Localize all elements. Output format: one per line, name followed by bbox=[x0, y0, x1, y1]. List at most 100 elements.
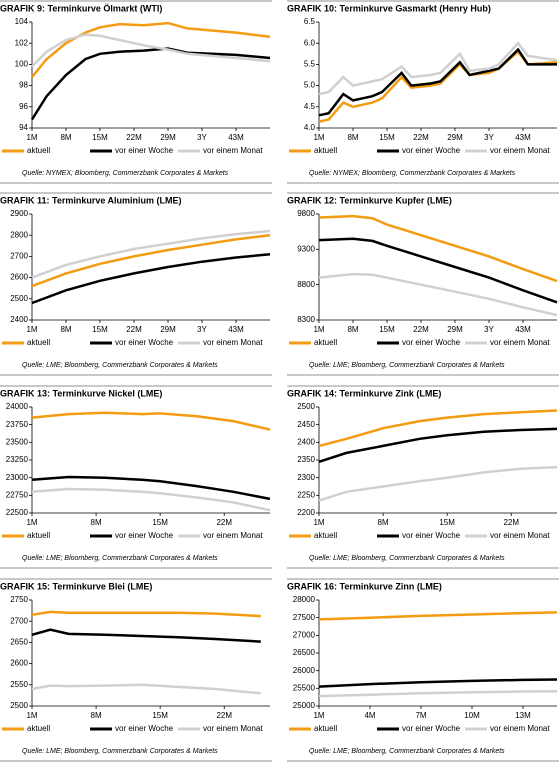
panel-top-rule bbox=[0, 192, 272, 194]
x-tick-label: 3Y bbox=[484, 133, 494, 142]
legend-label: vor einer Woche bbox=[402, 338, 461, 347]
series-line bbox=[318, 465, 558, 502]
panel-top-rule bbox=[287, 385, 559, 387]
y-tick-label: 9300 bbox=[297, 244, 315, 253]
y-tick-label: 2700 bbox=[10, 252, 28, 261]
x-tick-label: 3Y bbox=[484, 325, 494, 334]
y-tick-label: 100 bbox=[15, 60, 29, 69]
panel-bottom-rule bbox=[0, 374, 272, 376]
x-tick-label: 10M bbox=[464, 711, 480, 720]
y-tick-label: 102 bbox=[15, 38, 29, 47]
x-tick-label: 22M bbox=[216, 518, 232, 527]
y-tick-label: 96 bbox=[19, 102, 28, 111]
y-tick-label: 2600 bbox=[10, 273, 28, 282]
x-tick-label: 22M bbox=[126, 133, 142, 142]
legend-label: aktuell bbox=[27, 338, 50, 347]
series-line bbox=[318, 49, 558, 123]
legend-label: vor einem Monat bbox=[203, 531, 263, 540]
x-tick-label: 15M bbox=[92, 325, 108, 334]
y-tick-label: 8800 bbox=[297, 280, 315, 289]
y-tick-label: 23000 bbox=[6, 473, 29, 482]
series-line bbox=[30, 47, 271, 121]
x-tick-label: 43M bbox=[515, 325, 531, 334]
chart-panel: GRAFIK 11: Terminkurve Aluminium (LME) 24… bbox=[0, 192, 272, 376]
legend-label: vor einer Woche bbox=[115, 146, 174, 155]
source-note: Quelle: LME; Bloomberg, Commerzbank Corp… bbox=[22, 748, 218, 755]
legend-label: vor einer Woche bbox=[402, 146, 461, 155]
x-tick-label: 3Y bbox=[197, 133, 207, 142]
y-tick-label: 23750 bbox=[6, 420, 29, 429]
x-tick-label: 1M bbox=[26, 325, 37, 334]
y-tick-label: 2200 bbox=[297, 508, 315, 517]
x-tick-label: 8M bbox=[378, 518, 389, 527]
panel-top-rule bbox=[0, 578, 272, 580]
y-tick-label: 27000 bbox=[293, 630, 316, 639]
chart-panel: GRAFIK 13: Terminkurve Nickel (LME) 22500… bbox=[0, 385, 272, 569]
chart-title: GRAFIK 16: Terminkurve Zinn (LME) bbox=[287, 581, 442, 591]
y-tick-label: 2500 bbox=[10, 701, 28, 710]
source-note: Quelle: LME; Bloomberg, Commerzbank Corp… bbox=[309, 555, 505, 562]
panel-bottom-rule bbox=[287, 374, 559, 376]
y-tick-label: 98 bbox=[19, 81, 28, 90]
x-tick-label: 1M bbox=[26, 711, 37, 720]
source-note: Quelle: LME; Bloomberg, Commerzbank Corp… bbox=[22, 362, 218, 369]
legend-label: vor einer Woche bbox=[115, 724, 174, 733]
y-tick-label: 22500 bbox=[6, 508, 29, 517]
y-tick-label: 2250 bbox=[297, 490, 315, 499]
y-tick-label: 24000 bbox=[6, 402, 29, 411]
y-tick-label: 94 bbox=[19, 123, 28, 132]
series-line bbox=[31, 253, 271, 305]
series-line bbox=[318, 272, 558, 317]
series-line bbox=[318, 678, 558, 688]
series-line bbox=[318, 47, 557, 117]
y-tick-label: 25500 bbox=[293, 683, 316, 692]
panel-bottom-rule bbox=[0, 182, 272, 184]
y-tick-label: 104 bbox=[15, 17, 29, 26]
x-tick-label: 22M bbox=[126, 325, 142, 334]
y-tick-label: 22750 bbox=[6, 490, 29, 499]
legend-label: aktuell bbox=[27, 146, 50, 155]
legend-label: vor einem Monat bbox=[490, 724, 550, 733]
x-tick-label: 22M bbox=[413, 325, 429, 334]
chart-title: GRAFIK 14: Terminkurve Zink (LME) bbox=[287, 388, 441, 398]
y-tick-label: 2300 bbox=[297, 473, 315, 482]
y-tick-label: 6.0 bbox=[304, 38, 316, 47]
legend-label: vor einer Woche bbox=[402, 724, 461, 733]
chart-panel: GRAFIK 16: Terminkurve Zinn (LME) 25000 25… bbox=[287, 578, 559, 762]
x-tick-label: 8M bbox=[347, 325, 358, 334]
y-tick-label: 6.5 bbox=[304, 17, 316, 26]
x-tick-label: 1M bbox=[26, 133, 37, 142]
source-note: Quelle: LME; Bloomberg, Commerzbank Corp… bbox=[309, 748, 505, 755]
x-tick-label: 43M bbox=[515, 133, 531, 142]
chart-title: GRAFIK 13: Terminkurve Nickel (LME) bbox=[0, 388, 162, 398]
y-tick-label: 23500 bbox=[6, 437, 29, 446]
y-tick-label: 23250 bbox=[6, 455, 29, 464]
y-tick-label: 9800 bbox=[297, 209, 315, 218]
x-tick-label: 22M bbox=[413, 133, 429, 142]
x-tick-label: 3Y bbox=[197, 325, 207, 334]
panel-bottom-rule bbox=[287, 567, 559, 569]
y-tick-label: 2650 bbox=[10, 638, 28, 647]
chart-panel: GRAFIK 15: Terminkurve Blei (LME) 2500 255… bbox=[0, 578, 272, 762]
chart-title: GRAFIK 11: Terminkurve Aluminium (LME) bbox=[0, 195, 182, 205]
chart-title: GRAFIK 12: Terminkurve Kupfer (LME) bbox=[287, 195, 452, 205]
x-tick-label: 43M bbox=[228, 133, 244, 142]
y-tick-label: 2500 bbox=[10, 294, 28, 303]
x-tick-label: 4M bbox=[364, 711, 375, 720]
legend-label: aktuell bbox=[27, 531, 50, 540]
y-tick-label: 5.5 bbox=[304, 60, 316, 69]
x-tick-label: 1M bbox=[26, 518, 37, 527]
y-tick-label: 5.0 bbox=[304, 81, 316, 90]
chart-panel: GRAFIK 10: Terminkurve Gasmarkt (Henry H… bbox=[287, 0, 559, 184]
y-tick-label: 28000 bbox=[293, 595, 316, 604]
x-tick-label: 15M bbox=[379, 133, 395, 142]
x-tick-label: 13M bbox=[515, 711, 531, 720]
panel-bottom-rule bbox=[287, 182, 559, 184]
y-tick-label: 2600 bbox=[10, 659, 28, 668]
y-tick-label: 2900 bbox=[10, 209, 28, 218]
legend-label: vor einer Woche bbox=[115, 338, 174, 347]
y-tick-label: 27500 bbox=[293, 613, 316, 622]
x-tick-label: 15M bbox=[379, 325, 395, 334]
chart-panel: GRAFIK 14: Terminkurve Zink (LME) 2200 225… bbox=[287, 385, 559, 569]
